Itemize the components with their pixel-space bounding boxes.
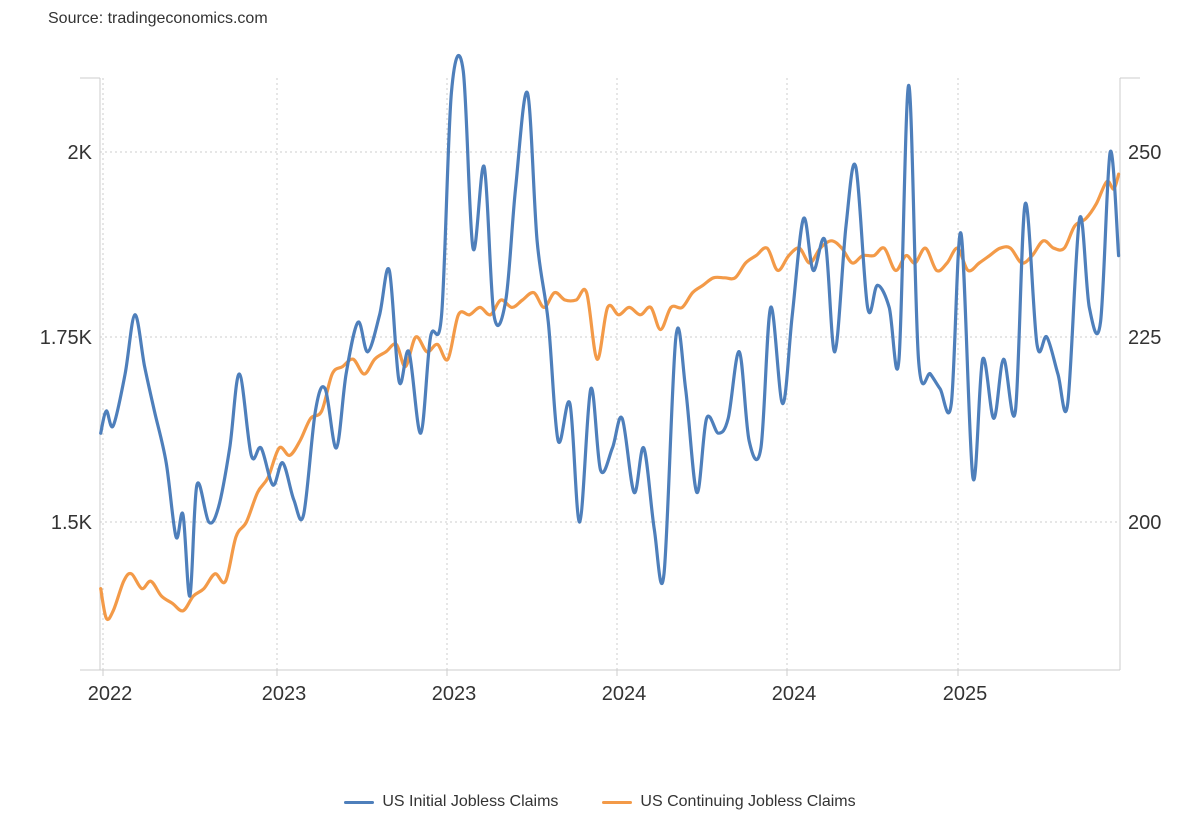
y-right-tick-label: 200 [1128, 512, 1161, 534]
x-tick-label: 2024 [602, 683, 647, 705]
y-right-tick-label: 250 [1128, 142, 1161, 164]
legend-label-initial: US Initial Jobless Claims [382, 793, 559, 810]
legend-swatch-initial [344, 800, 375, 804]
chart-area: 1.5K 1.75K 2K 200 225 250 2022 2023 2023 2024 2024… [40, 54, 1162, 705]
x-tick-label: 2023 [432, 683, 477, 705]
series-line-us-initial-jobless-claims [99, 54, 1121, 598]
series-layer [99, 54, 1121, 622]
y-left-tick-label: 2K [68, 142, 93, 164]
y-left-tick-label: 1.75K [40, 327, 93, 349]
legend-swatch-continuing [602, 800, 633, 804]
x-tick-label: 2025 [943, 683, 988, 705]
y-right-tick-label: 225 [1128, 327, 1161, 349]
axes-layer [80, 77, 1140, 676]
x-tick-label: 2024 [772, 683, 817, 705]
legend-label-continuing: US Continuing Jobless Claims [640, 793, 856, 810]
x-tick-label: 2022 [88, 683, 133, 705]
legend-item-initial[interactable]: US Initial Jobless Claims [344, 793, 558, 811]
legend-item-continuing[interactable]: US Continuing Jobless Claims [602, 793, 856, 811]
source-text: Source: tradingeconomics.com [48, 10, 268, 27]
labels-layer: 1.5K 1.75K 2K 200 225 250 2022 2023 2023 2024 2024… [40, 142, 1162, 705]
y-left-tick-label: 1.5K [51, 512, 93, 534]
series-line-us-continuing-jobless-claims [99, 172, 1121, 622]
legend: US Initial Jobless Claims US Continuing … [0, 793, 1200, 811]
x-tick-label: 2023 [262, 683, 307, 705]
